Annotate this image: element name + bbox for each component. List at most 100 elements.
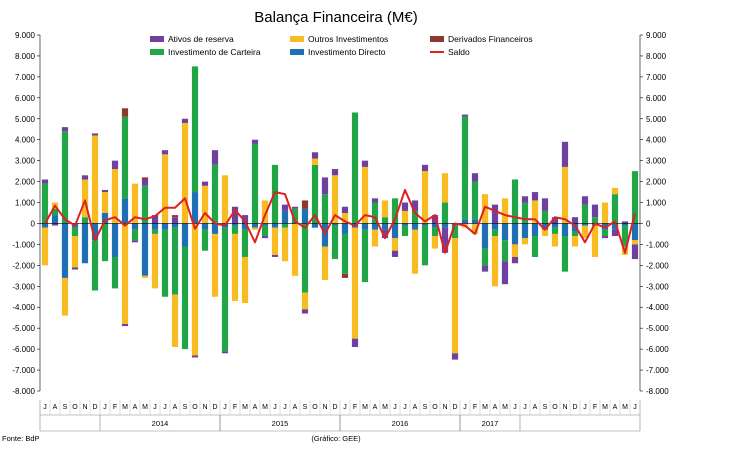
- x-tick-label: S: [423, 404, 428, 411]
- bar-investimento-directo: [281, 210, 289, 224]
- x-tick-label: F: [353, 404, 357, 411]
- bar-investimento-de-carteira: [341, 233, 349, 274]
- bar-ativos-de-reserva: [281, 204, 289, 211]
- x-tick-label: S: [63, 404, 68, 411]
- y-tick-label-left: 8.000: [15, 52, 36, 61]
- bar-investimento-de-carteira: [71, 227, 79, 237]
- bar-investimento-de-carteira: [421, 225, 429, 266]
- bar-investimento-directo: [481, 223, 489, 249]
- legend-label-derivados-financeiros: Derivados Financeiros: [448, 34, 533, 44]
- bar-ativos-de-reserva: [291, 206, 299, 209]
- bar-investimento-de-carteira: [391, 198, 399, 224]
- bar-investimento-de-carteira: [531, 236, 539, 257]
- bar-ativos-de-reserva: [501, 261, 509, 285]
- bar-investimento-de-carteira: [211, 164, 219, 224]
- bar-ativos-de-reserva: [161, 150, 169, 155]
- bar-investimento-de-carteira: [91, 240, 99, 291]
- legend-swatch-investimento-de-carteira: [150, 49, 164, 55]
- x-tick-label: M: [122, 404, 128, 411]
- bar-outros-investimentos: [281, 227, 289, 262]
- bar-ativos-de-reserva: [431, 215, 439, 224]
- bar-outros-investimentos: [221, 175, 229, 224]
- bar-outros-investimentos: [381, 200, 389, 218]
- bar-ativos-de-reserva: [541, 198, 549, 211]
- bar-investimento-de-carteira: [231, 225, 239, 234]
- bar-investimento-directo: [401, 223, 409, 226]
- bar-ativos-de-reserva: [81, 175, 89, 180]
- bar-derivados-financeiros: [171, 215, 179, 218]
- bar-ativos-de-reserva: [311, 152, 319, 159]
- x-year-label: 2016: [392, 419, 409, 428]
- bar-ativos-de-reserva: [401, 202, 409, 211]
- bar-ativos-de-reserva: [331, 169, 339, 176]
- bar-investimento-de-carteira: [481, 248, 489, 266]
- x-tick-label: A: [253, 404, 258, 411]
- bar-outros-investimentos: [211, 233, 219, 297]
- bar-investimento-directo: [571, 223, 579, 232]
- x-tick-label: M: [482, 404, 488, 411]
- bar-outros-investimentos: [471, 223, 479, 234]
- bar-investimento-de-carteira: [221, 227, 229, 352]
- bar-ativos-de-reserva: [611, 229, 619, 237]
- bar-outros-investimentos: [71, 236, 79, 268]
- bar-investimento-directo: [621, 223, 629, 226]
- bar-outros-investimentos: [321, 246, 329, 281]
- y-tick-label-right: 0: [646, 219, 651, 228]
- bar-outros-investimentos: [521, 238, 529, 245]
- bar-investimento-directo: [201, 223, 209, 230]
- bar-outros-investimentos: [151, 233, 159, 289]
- bar-investimento-directo: [331, 223, 339, 226]
- x-tick-label: J: [283, 404, 287, 411]
- bar-investimento-directo: [191, 192, 199, 224]
- x-tick-label: D: [212, 404, 217, 411]
- bar-investimento-directo: [111, 223, 119, 257]
- bar-ativos-de-reserva: [341, 206, 349, 213]
- bar-outros-investimentos: [561, 166, 569, 224]
- x-tick-label: D: [572, 404, 577, 411]
- x-tick-label: N: [82, 404, 87, 411]
- bar-investimento-directo: [581, 223, 589, 226]
- x-tick-label: A: [533, 404, 538, 411]
- bar-investimento-de-carteira: [451, 225, 459, 239]
- bar-outros-investimentos: [401, 210, 409, 224]
- bar-investimento-de-carteira: [471, 181, 479, 220]
- bar-investimento-de-carteira: [561, 236, 569, 272]
- bar-investimento-de-carteira: [201, 229, 209, 251]
- bar-investimento-directo: [391, 223, 399, 239]
- x-tick-label: J: [463, 404, 467, 411]
- bar-investimento-de-carteira: [611, 194, 619, 224]
- y-tick-label-right: 4.000: [646, 136, 667, 145]
- bar-outros-investimentos: [121, 223, 129, 324]
- y-tick-label-left: 5.000: [15, 115, 36, 124]
- x-tick-label: N: [202, 404, 207, 411]
- bar-outros-investimentos: [341, 213, 349, 224]
- x-tick-label: O: [312, 404, 318, 411]
- legend: Ativos de reserva Outros Investimentos Der…: [150, 34, 533, 57]
- bar-investimento-directo: [81, 223, 89, 264]
- bar-investimento-de-carteira: [411, 210, 419, 224]
- bar-outros-investimentos: [451, 238, 459, 354]
- bar-outros-investimentos: [511, 244, 519, 257]
- bar-ativos-de-reserva: [451, 353, 459, 360]
- bar-investimento-directo: [381, 223, 389, 230]
- bar-outros-investimentos: [301, 292, 309, 310]
- legend-label-investimento-de-carteira: Investimento de Carteira: [168, 47, 261, 57]
- x-tick-label: F: [233, 404, 237, 411]
- bar-investimento-de-carteira: [541, 210, 549, 224]
- bar-investimento-directo: [501, 223, 509, 241]
- bar-derivados-financeiros: [301, 200, 309, 209]
- bar-outros-investimentos: [491, 236, 499, 287]
- bar-investimento-directo: [211, 223, 219, 234]
- bar-ativos-de-reserva: [241, 215, 249, 224]
- bar-investimento-de-carteira: [431, 227, 439, 237]
- bar-investimento-directo: [441, 223, 449, 228]
- y-tick-label-right: -8.000: [646, 387, 669, 396]
- y-tick-label-right: -7.000: [646, 366, 669, 375]
- bar-investimento-de-carteira: [301, 223, 309, 293]
- bar-investimento-de-carteira: [521, 202, 529, 224]
- bar-outros-investimentos: [611, 187, 619, 195]
- y-tick-label-right: -2.000: [646, 261, 669, 270]
- bar-investimento-directo: [531, 223, 539, 237]
- bar-ativos-de-reserva: [581, 196, 589, 205]
